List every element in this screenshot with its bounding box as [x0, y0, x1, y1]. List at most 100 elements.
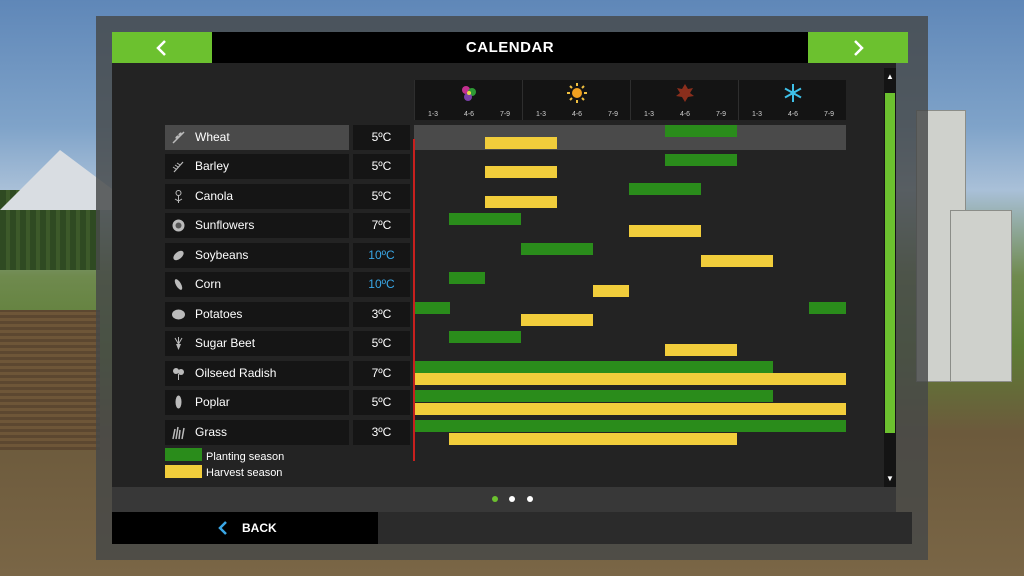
calendar-dialog: CALENDAR 1-3 4-6 7-9 — [96, 16, 928, 560]
selected-row-highlight — [414, 125, 846, 150]
crop-label: Grass — [195, 425, 228, 439]
potato-icon — [172, 309, 185, 320]
canola-icon — [174, 190, 183, 203]
planting-bar — [665, 125, 737, 137]
crop-name-cell[interactable]: Canola — [165, 184, 349, 209]
month-label: 4-6 — [571, 111, 583, 118]
page-indicator — [112, 487, 896, 512]
planting-bar — [449, 272, 485, 284]
page-dot-3[interactable] — [527, 496, 533, 502]
month-label: 1-3 — [427, 111, 439, 118]
crop-temperature: 5ºC — [353, 184, 410, 209]
sugar-beet-icon — [174, 337, 183, 350]
vertical-scrollbar[interactable]: ▲ ▼ — [884, 68, 896, 487]
harvest-legend-label: Harvest season — [206, 467, 283, 479]
wheat-icon — [172, 131, 185, 144]
crop-label: Oilseed Radish — [195, 366, 277, 380]
crop-label: Sugar Beet — [195, 336, 256, 350]
month-label: 7-9 — [607, 111, 619, 118]
harvest-bar — [521, 314, 593, 326]
planting-bar — [449, 331, 521, 343]
crop-temperature: 3ºC — [353, 420, 410, 445]
planting-bar — [414, 420, 846, 432]
crop-label: Barley — [195, 159, 230, 173]
season-autumn: 1-3 4-6 7-9 — [630, 80, 739, 120]
crop-name-cell[interactable]: Soybeans — [165, 243, 349, 268]
harvest-bar — [414, 373, 846, 385]
crop-name-cell[interactable]: Barley — [165, 154, 349, 179]
autumn-leaf-icon — [631, 83, 739, 108]
next-page-button[interactable] — [808, 32, 908, 63]
scroll-thumb[interactable] — [885, 93, 895, 433]
oilseed-radish-icon — [173, 368, 184, 380]
planting-bar — [665, 154, 737, 166]
back-button[interactable]: BACK — [112, 512, 378, 544]
crop-name-cell[interactable]: Wheat — [165, 125, 349, 150]
background-field — [0, 310, 100, 450]
crop-temperature: 3ºC — [353, 302, 410, 327]
season-winter: 1-3 4-6 7-9 — [738, 80, 847, 120]
crop-name-cell[interactable]: Potatoes — [165, 302, 349, 327]
harvest-bar — [701, 255, 773, 267]
month-label: 4-6 — [463, 111, 475, 118]
poplar-icon — [175, 395, 182, 409]
spring-flower-icon — [415, 83, 523, 108]
barley-icon — [172, 161, 184, 173]
page-dot-2[interactable] — [509, 496, 515, 502]
month-label: 4-6 — [787, 111, 799, 118]
crop-temperature: 10ºC — [353, 243, 410, 268]
page-title: CALENDAR — [465, 39, 555, 56]
harvest-bar — [485, 166, 557, 178]
harvest-bar — [665, 344, 737, 356]
crop-label: Soybeans — [195, 248, 249, 262]
harvest-bar — [449, 433, 737, 445]
month-label: 7-9 — [715, 111, 727, 118]
planting-legend-swatch — [165, 448, 202, 461]
month-label: 1-3 — [643, 111, 655, 118]
harvest-bar — [593, 285, 629, 297]
soybean-icon — [173, 250, 184, 261]
sunflower-icon — [172, 219, 185, 232]
planting-legend-label: Planting season — [206, 451, 285, 463]
grass-icon — [172, 426, 185, 440]
crop-name-cell[interactable]: Sunflowers — [165, 213, 349, 238]
crop-temperature: 5ºC — [353, 390, 410, 415]
calendar-content: 1-3 4-6 7-9 1-3 4-6 7-9 — [112, 63, 896, 487]
season-spring: 1-3 4-6 7-9 — [414, 80, 523, 120]
summer-sun-icon — [523, 83, 631, 108]
page-dot-1[interactable] — [492, 496, 498, 502]
season-summer: 1-3 4-6 7-9 — [522, 80, 631, 120]
month-label: 1-3 — [751, 111, 763, 118]
crop-temperature: 5ºC — [353, 154, 410, 179]
bottom-bar: BACK — [112, 512, 912, 544]
background-silo — [950, 210, 1012, 382]
month-label: 7-9 — [823, 111, 835, 118]
planting-bar — [809, 302, 846, 314]
crop-temperature: 10ºC — [353, 272, 410, 297]
crop-name-cell[interactable]: Grass — [165, 420, 349, 445]
harvest-legend-swatch — [165, 465, 202, 478]
month-label: 4-6 — [679, 111, 691, 118]
crop-name-cell[interactable]: Poplar — [165, 390, 349, 415]
scroll-up-arrow-icon[interactable]: ▲ — [886, 72, 894, 81]
current-date-marker — [413, 139, 415, 461]
previous-page-button[interactable] — [112, 32, 212, 63]
winter-snowflake-icon — [739, 83, 847, 108]
month-label: 7-9 — [499, 111, 511, 118]
crop-name-cell[interactable]: Corn — [165, 272, 349, 297]
planting-bar — [521, 243, 593, 255]
crop-label: Sunflowers — [195, 218, 255, 232]
month-label: 1-3 — [535, 111, 547, 118]
planting-bar — [629, 183, 701, 195]
planting-bar — [449, 213, 521, 225]
crop-label: Corn — [195, 277, 222, 291]
crop-name-cell[interactable]: Oilseed Radish — [165, 361, 349, 386]
crop-temperature: 7ºC — [353, 361, 410, 386]
harvest-bar — [485, 196, 557, 208]
planting-bar — [414, 302, 450, 314]
crop-name-cell[interactable]: Sugar Beet — [165, 331, 349, 356]
scroll-down-arrow-icon[interactable]: ▼ — [886, 474, 894, 483]
harvest-bar — [485, 137, 557, 149]
crop-label: Canola — [195, 189, 234, 203]
season-header: 1-3 4-6 7-9 1-3 4-6 7-9 — [414, 80, 846, 120]
